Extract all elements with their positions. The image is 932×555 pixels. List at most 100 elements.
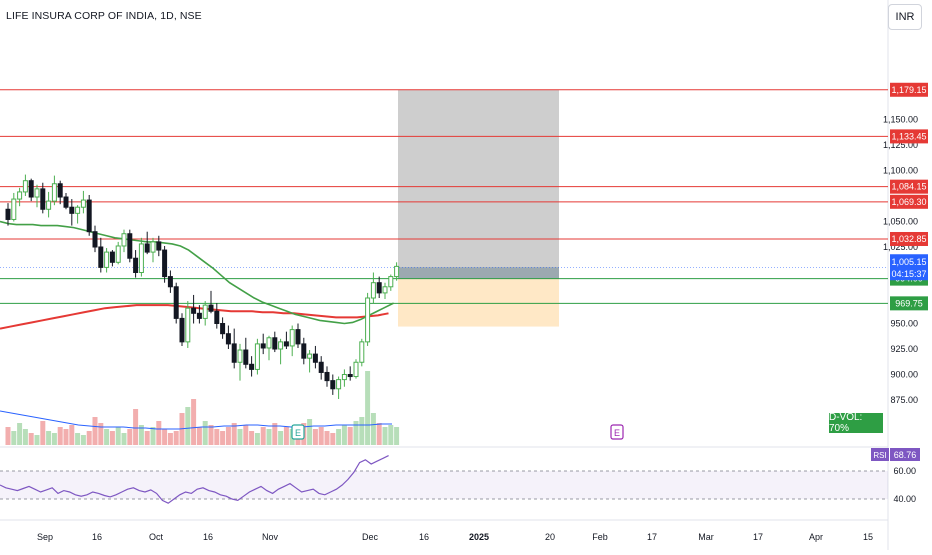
volume-bar [191, 399, 197, 445]
volume-bar [283, 427, 289, 445]
time-tick-label: 17 [647, 532, 657, 542]
candle-body [336, 379, 342, 390]
volume-bar [133, 409, 139, 445]
time-tick-label: 15 [863, 532, 873, 542]
volume-bar [272, 423, 278, 445]
time-tick-label: 16 [419, 532, 429, 542]
candle-body [208, 304, 214, 312]
volume-bar [51, 433, 57, 445]
candle-body [86, 199, 92, 233]
candle-body [353, 361, 359, 378]
currency-button[interactable]: INR [888, 4, 922, 30]
level-price-label: 1,032.85 [890, 231, 928, 246]
volume-bar [5, 427, 11, 445]
position-loss-zone [398, 278, 559, 327]
candle-body [289, 329, 295, 347]
volume-bar [382, 427, 388, 445]
volume-bar [324, 431, 330, 445]
level-price-label: 1,179.15 [890, 82, 928, 97]
volume-bar [225, 427, 231, 445]
price-tick-label: 1,100.00 [883, 166, 918, 176]
candle-body [347, 374, 353, 378]
price-tick-label: 925.00 [890, 344, 918, 354]
volume-bar [254, 433, 260, 445]
earnings-label: E [614, 428, 620, 438]
candle-body [202, 304, 208, 319]
level-price-text: 1,069.30 [891, 197, 926, 207]
candle-body [179, 317, 185, 343]
rsi-value-text: 68.76 [894, 450, 917, 460]
volume-bar [266, 429, 272, 445]
volume-bar [104, 429, 110, 445]
candle-body [191, 307, 197, 314]
volume-bar [307, 419, 313, 445]
candle-body [249, 363, 255, 370]
volume-bar [365, 371, 371, 445]
candle-body [11, 198, 17, 220]
level-price-label: 969.75 [890, 296, 928, 311]
countdown-text: 04:15:37 [891, 269, 926, 279]
candle-body [365, 297, 371, 343]
volume-bar [121, 433, 127, 445]
volume-bar [34, 435, 40, 445]
volume-bar [341, 425, 347, 445]
time-tick-label: Dec [362, 532, 379, 542]
candle-body [63, 196, 69, 208]
rsi-value-badge: RSI 68.76 [871, 448, 920, 461]
volume-bar [278, 431, 284, 445]
candle-body [40, 188, 46, 210]
dvol-badge: D-VOL: 70% [829, 412, 883, 434]
candle-body [330, 380, 336, 390]
volume-bar [22, 429, 28, 445]
time-tick-label: 16 [92, 532, 102, 542]
level-price-label: 1,133.45 [890, 129, 928, 144]
earnings-marker-future: E [610, 424, 624, 440]
volume-bar [150, 427, 156, 445]
time-tick-label: 2025 [469, 532, 489, 542]
candle-body [173, 286, 179, 319]
price-tick-label: 1,050.00 [883, 217, 918, 227]
volume-bar [394, 427, 400, 445]
volume-bar [115, 427, 121, 445]
position-current-zone [398, 267, 559, 279]
volume-bar [80, 435, 86, 445]
time-tick-label: Oct [149, 532, 164, 542]
volume-bar [98, 423, 104, 445]
candle-body [162, 249, 168, 278]
volume-bar [330, 433, 336, 445]
candle-body [312, 353, 318, 363]
candle-body [301, 343, 307, 359]
instrument-title: LIFE INSURA CORP OF INDIA, 1D, NSE [6, 10, 202, 22]
candle-body [324, 371, 330, 382]
volume-bar [11, 431, 17, 445]
volume-bar [208, 425, 214, 445]
candle-body [156, 241, 162, 251]
volume-bar [353, 421, 359, 445]
level-price-label: 1,084.15 [890, 179, 928, 194]
time-tick-label: 16 [203, 532, 213, 542]
volume-bar [69, 425, 75, 445]
earnings-label: E [295, 428, 301, 438]
candle-body [318, 361, 324, 373]
candle-body [307, 353, 313, 359]
candle-body [295, 329, 301, 345]
volume-bar [185, 407, 191, 445]
time-tick-label: 17 [753, 532, 763, 542]
candle-body [196, 312, 202, 319]
candle-body [278, 341, 284, 350]
candle-body [144, 243, 150, 253]
volume-bar [237, 429, 243, 445]
level-price-text: 1,179.15 [891, 85, 926, 95]
volume-bar [57, 427, 63, 445]
volume-bar [75, 433, 81, 445]
rsi-tick-label: 60.00 [893, 466, 916, 476]
candle-body [254, 343, 260, 370]
price-tick-label: 1,125.00 [883, 140, 918, 150]
volume-ma-line [0, 410, 392, 430]
candle-body [370, 282, 376, 299]
volume-bar [220, 431, 226, 445]
candle-body [28, 180, 34, 198]
price-tick-label: 875.00 [890, 395, 918, 405]
